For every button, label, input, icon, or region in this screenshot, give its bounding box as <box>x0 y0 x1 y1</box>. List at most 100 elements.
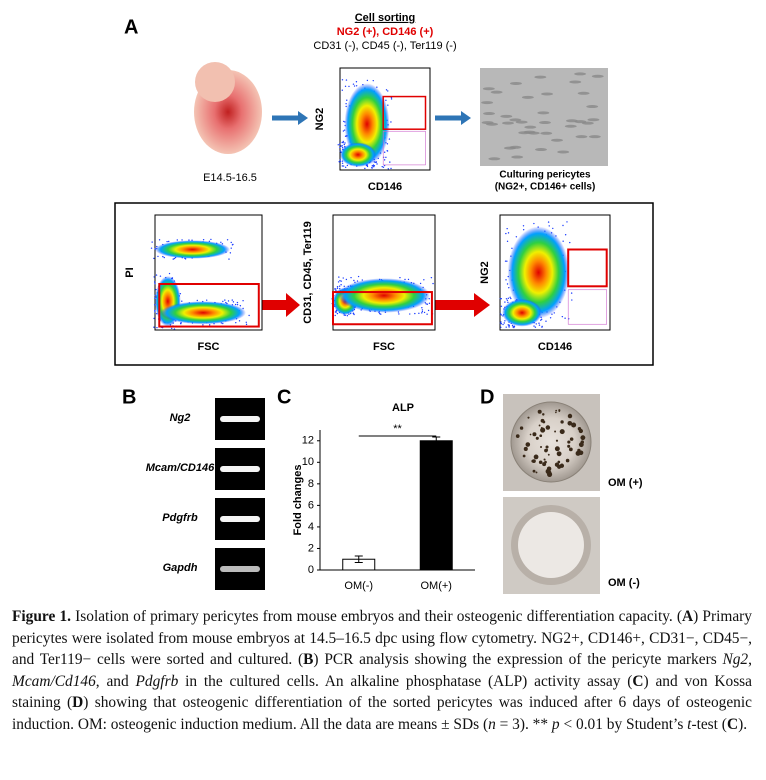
cell <box>481 101 494 105</box>
event-dot <box>390 98 393 100</box>
event-dot <box>151 241 153 243</box>
stain-spot <box>539 434 543 438</box>
event-dot <box>376 163 378 165</box>
y-tick-label: 8 <box>308 478 314 490</box>
event-dot <box>418 312 420 315</box>
caption-run: D <box>72 694 84 712</box>
stain-spot <box>580 440 584 444</box>
event-dot <box>506 299 509 301</box>
cell <box>482 87 495 91</box>
event-dot <box>239 305 242 307</box>
stain-spot <box>560 420 564 424</box>
event-dot <box>154 309 156 312</box>
cell <box>577 91 590 95</box>
event-dot <box>564 317 566 319</box>
stain-spot <box>515 434 520 438</box>
gating-box <box>114 202 654 366</box>
event-dot <box>421 310 424 313</box>
event-dot <box>566 221 568 223</box>
caption-run: C <box>726 715 739 733</box>
stain-spot <box>558 410 561 412</box>
event-dot <box>541 325 543 328</box>
event-dot <box>173 257 176 260</box>
event-dot <box>163 256 165 259</box>
event-dot <box>366 165 369 168</box>
stain-spot <box>580 435 586 441</box>
density <box>155 240 230 259</box>
caption-run: < 0.01 by Student’s <box>559 715 688 733</box>
event-dot <box>389 161 391 163</box>
caption-run: ) Primary pericytes were isolated from m… <box>12 608 752 669</box>
stain-spot <box>532 459 536 464</box>
event-dot <box>505 279 507 281</box>
event-dot <box>345 105 347 108</box>
stain-spot <box>532 469 536 473</box>
event-dot <box>508 286 510 289</box>
y-axis-label: NG2 <box>479 261 491 284</box>
event-dot <box>533 325 535 327</box>
event-dot <box>336 287 339 290</box>
stain-spot <box>569 437 574 441</box>
cell <box>500 114 513 118</box>
arrow-head <box>286 293 300 317</box>
event-dot <box>561 315 564 318</box>
event-dot <box>345 102 347 105</box>
event-dot <box>154 282 156 285</box>
stain-spot <box>577 427 582 431</box>
event-dot <box>385 89 388 91</box>
caption-run: Pdgfrb <box>135 672 179 690</box>
event-dot <box>343 120 345 123</box>
cell <box>509 81 522 85</box>
event-dot <box>153 326 155 328</box>
event-dot <box>548 225 550 227</box>
stain-spot <box>559 463 565 468</box>
stain-spot <box>568 447 573 452</box>
event-dot <box>226 239 229 241</box>
event-dot <box>499 322 502 324</box>
event-dot <box>426 313 428 315</box>
event-dot <box>387 168 390 170</box>
event-dot <box>227 300 230 302</box>
stain-spot <box>554 430 557 433</box>
event-dot <box>388 138 391 140</box>
gel-band <box>220 416 260 422</box>
event-dot <box>166 240 168 243</box>
event-dot <box>235 321 237 324</box>
event-dot <box>500 305 503 308</box>
event-dot <box>335 311 337 313</box>
dish-well <box>518 512 584 578</box>
event-dot <box>150 247 153 249</box>
stain-spot <box>567 440 571 444</box>
event-dot <box>230 241 232 244</box>
event-dot <box>176 239 178 241</box>
density <box>338 278 430 313</box>
event-dot <box>210 238 212 241</box>
stain-spot <box>545 445 549 449</box>
event-dot <box>507 297 510 300</box>
event-dot <box>538 322 540 324</box>
event-dot <box>208 324 211 326</box>
embryo-head <box>195 62 235 102</box>
event-dot <box>341 89 344 91</box>
sorting-positive: NG2 (+), CD146 (+) <box>337 26 434 38</box>
cell <box>557 150 570 154</box>
caption: Figure 1. Isolation of primary pericytes… <box>12 606 752 736</box>
stain-spot <box>544 448 548 453</box>
event-dot <box>533 222 535 225</box>
caption-run: A <box>682 608 694 625</box>
stain-spot <box>535 436 539 440</box>
cell <box>575 135 588 139</box>
event-dot <box>385 99 387 102</box>
event-dot <box>423 279 425 281</box>
cell <box>534 75 547 79</box>
y-tick-label: 10 <box>302 456 314 468</box>
event-dot <box>385 156 387 159</box>
event-dot <box>156 326 158 329</box>
cell <box>509 118 522 122</box>
cell <box>527 131 540 135</box>
event-dot <box>355 85 358 87</box>
event-dot <box>370 167 373 169</box>
density <box>502 298 542 327</box>
event-dot <box>372 79 374 82</box>
